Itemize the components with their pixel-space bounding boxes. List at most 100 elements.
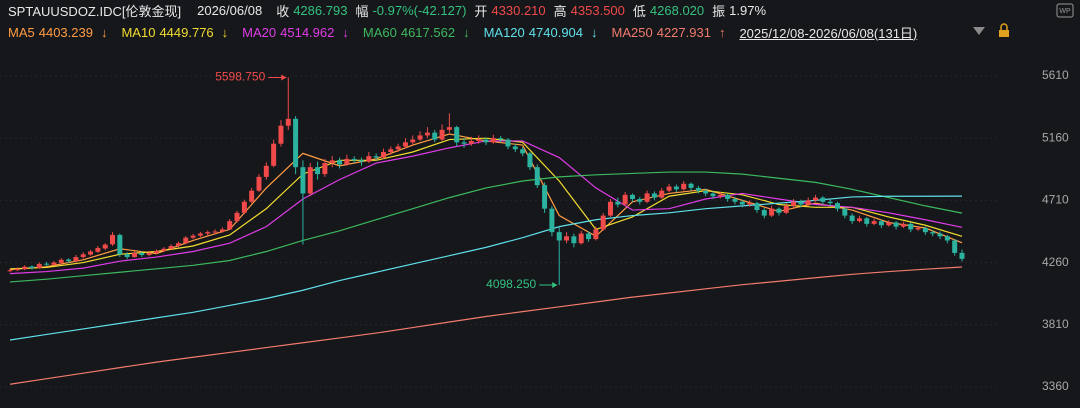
candle-body (344, 158, 350, 165)
candle-body (300, 167, 306, 194)
ma-legend-row: MA5 4403.239 ↓ MA10 4449.776 ↓ MA20 4514.962 ↓ MA… (8, 22, 925, 42)
candle-body (110, 234, 116, 245)
candle-body (732, 198, 738, 202)
candle-body (102, 244, 108, 249)
legend-value: 4449.776 (159, 24, 214, 40)
candle-body (710, 193, 716, 197)
ma-line (9, 133, 963, 271)
ma-line (9, 266, 963, 385)
legend-trend: ↓ (591, 24, 598, 40)
candle-body (930, 232, 936, 234)
stat-label: 开 (474, 3, 488, 19)
candle-body (754, 203, 760, 211)
candle-body (80, 254, 86, 258)
range-selector[interactable]: 2025/12/08-2026/06/08(131日) (739, 25, 918, 41)
stat-value: 4268.020 (649, 2, 705, 18)
candle-body (739, 201, 745, 205)
candle-body (527, 153, 533, 168)
candle-body (132, 252, 137, 258)
candle-body (666, 186, 672, 191)
candle-body (820, 197, 826, 202)
candle-body (761, 210, 767, 216)
y-tick-label: 3810 (1042, 317, 1069, 331)
y-tick-label: 4260 (1042, 255, 1069, 269)
candle-body (227, 221, 233, 230)
candle-body (498, 138, 504, 140)
stat-value: 4353.500 (570, 2, 625, 18)
candle-body (893, 222, 899, 227)
candle-body (417, 135, 423, 140)
candle-body (813, 197, 819, 201)
lock-icon[interactable] (999, 23, 1009, 37)
candle-body (900, 223, 906, 227)
wp-icon[interactable]: WP (1056, 3, 1074, 18)
candle-body (410, 139, 416, 143)
candle-body (512, 146, 518, 150)
candle-body (219, 229, 225, 232)
candle-body (856, 218, 862, 222)
svg-text:WP: WP (1059, 8, 1071, 15)
stat-value: 4330.210 (491, 2, 546, 18)
stat-label: 低 (632, 3, 646, 19)
candle-body (681, 183, 687, 190)
candle-body (776, 208, 782, 213)
candle-body (234, 212, 240, 222)
candle-body (769, 208, 775, 216)
candle-body (791, 201, 797, 206)
ma-line (9, 195, 963, 341)
candle-body (432, 132, 438, 140)
candle-body (476, 139, 482, 141)
candle-body (285, 118, 291, 126)
candle-body (483, 139, 489, 143)
candle-body (124, 254, 130, 258)
dropdown-arrow[interactable] (973, 27, 985, 35)
date: 2026/06/08 (197, 2, 263, 18)
candles (7, 77, 965, 285)
candle-body (293, 118, 299, 168)
candle-body (22, 266, 28, 270)
candle-body (14, 268, 20, 271)
candle-body (454, 127, 460, 143)
stat-label: 幅 (355, 3, 369, 19)
candle-body (908, 223, 914, 230)
candle-body (153, 250, 159, 253)
candle-body (703, 190, 709, 194)
candle-body (864, 218, 870, 224)
candle-body (146, 252, 152, 255)
legend-value: 4617.562 (400, 24, 456, 40)
candle-body (651, 193, 657, 198)
legend-name: MA120 (483, 24, 525, 40)
candle-body (725, 194, 731, 199)
stat-label: 收 (276, 3, 290, 19)
stat-value: -0.97%(-42.127) (372, 2, 467, 18)
candle-body (380, 151, 386, 158)
stat-value: 4286.793 (293, 2, 348, 18)
candle-body (490, 138, 496, 143)
candle-body (556, 232, 562, 241)
legend-value: 4514.962 (280, 24, 335, 40)
candle-body (88, 251, 94, 255)
symbol: SPTAUUSDOZ.IDC[伦敦金现] (8, 3, 182, 19)
candle-body (278, 125, 284, 144)
legend-trend: ↓ (221, 24, 229, 40)
candle-body (373, 156, 379, 158)
legend-name: MA5 (8, 24, 35, 40)
candle-body (878, 221, 884, 226)
candle-body (190, 235, 196, 238)
candle-body (351, 158, 357, 161)
candle-body (183, 237, 189, 244)
candle-body (29, 266, 35, 269)
candle-body (717, 194, 723, 197)
candle-body (783, 205, 789, 213)
candle-body (241, 201, 247, 213)
candle-body (798, 201, 804, 205)
candle-body (622, 194, 628, 205)
candle-body (600, 215, 606, 230)
candle-body (329, 160, 335, 164)
candle-body (271, 143, 277, 166)
candle-body (827, 201, 833, 204)
candle-body (249, 190, 255, 202)
candle-body (139, 252, 145, 255)
candle-body (578, 233, 584, 244)
